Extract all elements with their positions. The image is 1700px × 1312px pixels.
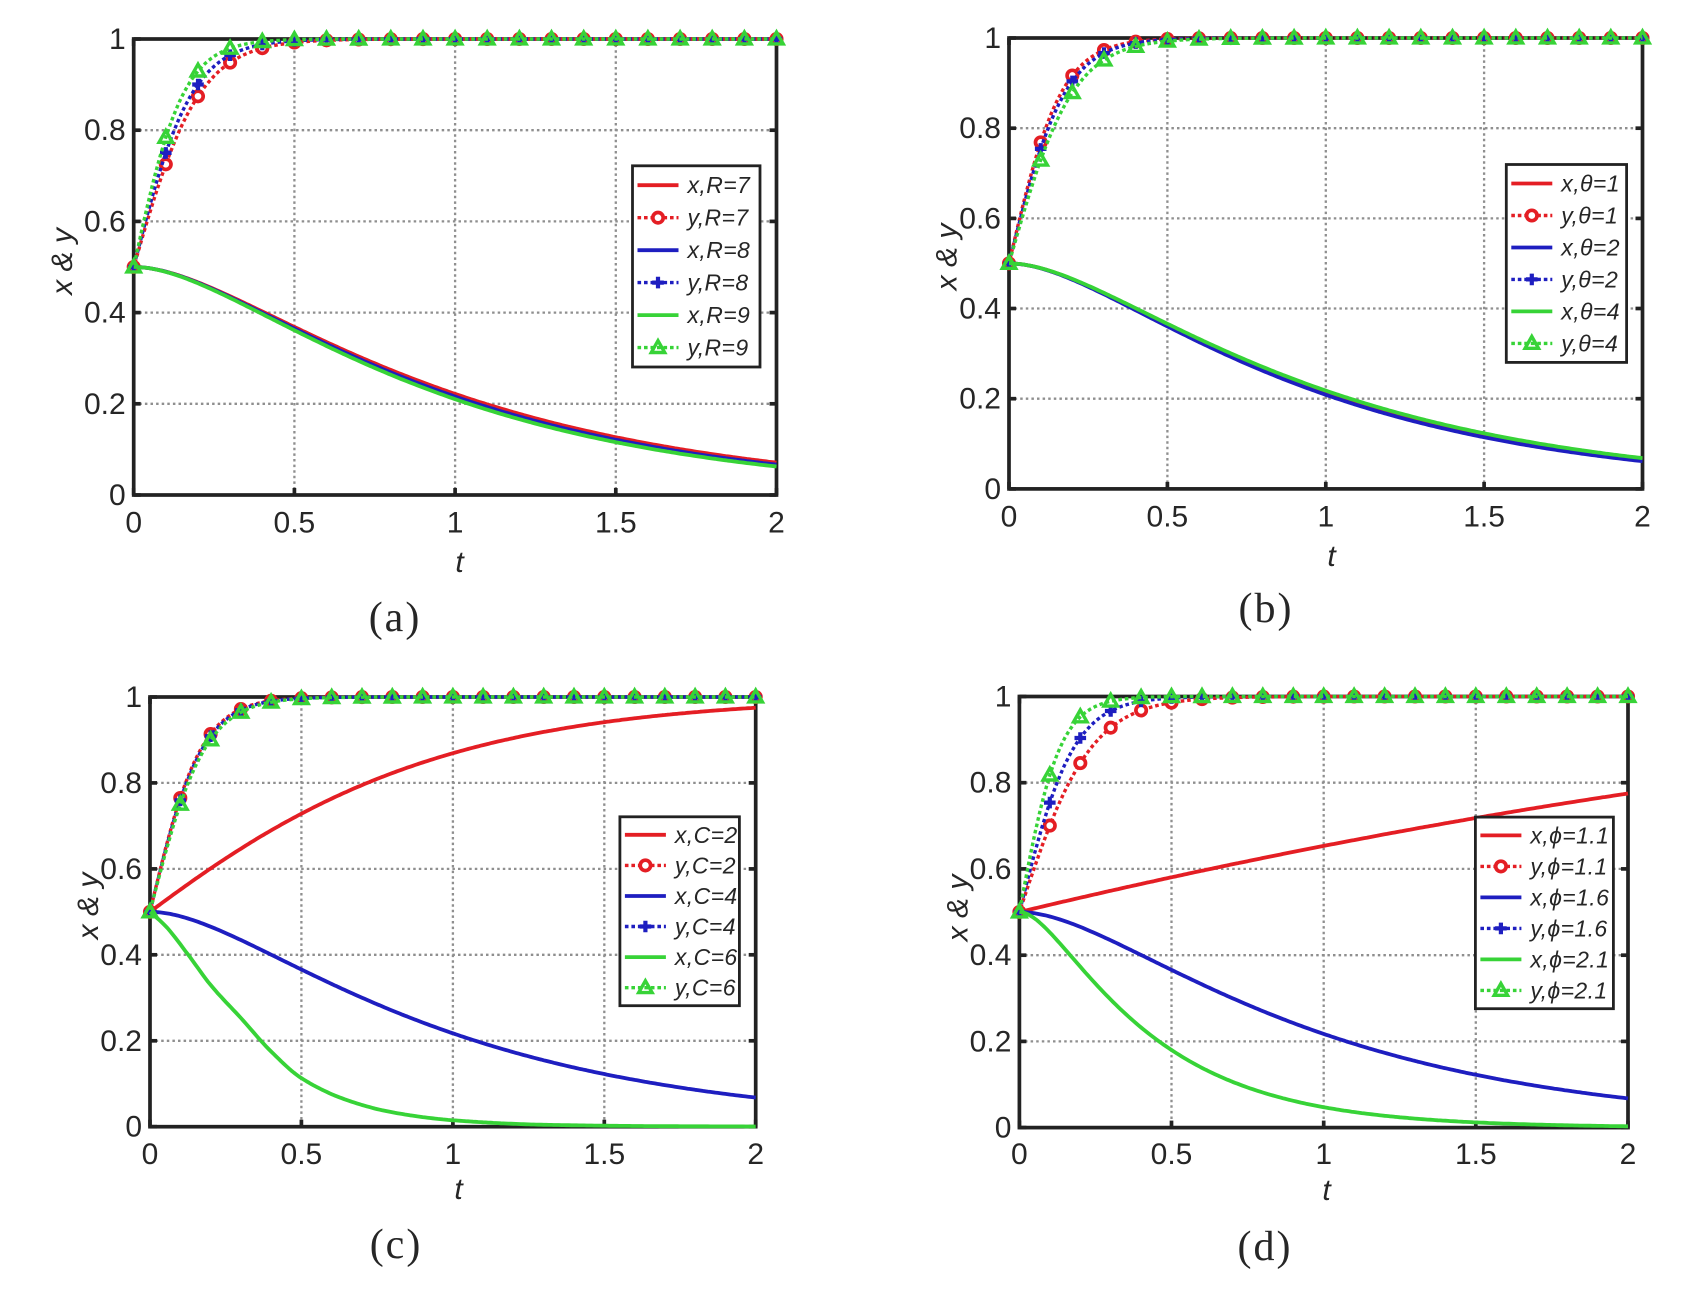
- svg-text:y,θ=1: y,θ=1: [1559, 203, 1618, 229]
- svg-text:y,θ=2: y,θ=2: [1559, 266, 1618, 292]
- svg-text:x,θ=2: x,θ=2: [1560, 235, 1620, 261]
- svg-text:0.4: 0.4: [100, 939, 142, 972]
- svg-text:x,ϕ=2.1: x,ϕ=2.1: [1529, 946, 1609, 972]
- svg-text:0.8: 0.8: [84, 114, 126, 147]
- svg-text:2: 2: [1634, 500, 1651, 533]
- svg-text:t: t: [454, 1173, 464, 1206]
- svg-text:(b): (b): [1239, 586, 1294, 632]
- svg-text:2: 2: [747, 1138, 764, 1171]
- svg-text:1: 1: [109, 23, 126, 56]
- svg-text:1: 1: [445, 1138, 462, 1171]
- svg-text:0.8: 0.8: [970, 767, 1012, 800]
- svg-text:x,R=9: x,R=9: [687, 302, 751, 328]
- svg-text:y,C=2: y,C=2: [673, 852, 736, 878]
- svg-text:(c): (c): [370, 1222, 423, 1268]
- svg-text:1: 1: [995, 681, 1012, 714]
- svg-text:1: 1: [125, 681, 142, 714]
- svg-text:t: t: [455, 546, 465, 579]
- svg-text:y,R=9: y,R=9: [686, 335, 749, 361]
- svg-text:y,θ=4: y,θ=4: [1559, 330, 1618, 356]
- svg-text:0.4: 0.4: [84, 297, 126, 330]
- svg-text:x,C=2: x,C=2: [674, 822, 738, 848]
- svg-text:(a): (a): [369, 595, 422, 641]
- svg-text:x,C=4: x,C=4: [674, 883, 738, 909]
- svg-text:y,ϕ=1.6: y,ϕ=1.6: [1528, 915, 1607, 941]
- svg-text:y,ϕ=2.1: y,ϕ=2.1: [1528, 977, 1607, 1003]
- svg-text:0.5: 0.5: [274, 507, 316, 540]
- svg-text:y,R=7: y,R=7: [686, 205, 750, 231]
- svg-text:x,θ=4: x,θ=4: [1560, 298, 1620, 324]
- svg-text:1: 1: [984, 22, 1001, 55]
- svg-text:0.8: 0.8: [959, 112, 1001, 145]
- svg-text:x,ϕ=1.1: x,ϕ=1.1: [1529, 822, 1609, 848]
- svg-text:0.5: 0.5: [281, 1138, 323, 1171]
- svg-text:2: 2: [768, 507, 785, 540]
- svg-text:0.2: 0.2: [970, 1025, 1012, 1058]
- svg-text:x & y: x & y: [942, 873, 975, 944]
- svg-text:x,ϕ=1.6: x,ϕ=1.6: [1529, 884, 1609, 910]
- svg-text:x & y: x & y: [931, 222, 964, 293]
- svg-text:1.5: 1.5: [595, 507, 637, 540]
- svg-text:x,C=6: x,C=6: [674, 944, 738, 970]
- svg-text:x,R=8: x,R=8: [687, 237, 751, 263]
- svg-text:y,C=4: y,C=4: [673, 914, 736, 940]
- svg-text:x,R=7: x,R=7: [687, 172, 752, 198]
- svg-text:0.6: 0.6: [100, 853, 142, 886]
- svg-text:0: 0: [125, 507, 142, 540]
- svg-text:0.4: 0.4: [959, 293, 1001, 326]
- svg-text:0: 0: [1001, 500, 1018, 533]
- svg-text:0: 0: [109, 479, 126, 512]
- svg-text:0.2: 0.2: [100, 1025, 142, 1058]
- svg-text:1: 1: [1315, 1138, 1332, 1171]
- svg-text:0: 0: [142, 1138, 159, 1171]
- svg-text:0.5: 0.5: [1147, 500, 1189, 533]
- svg-text:x,θ=1: x,θ=1: [1560, 171, 1620, 197]
- svg-text:0: 0: [125, 1111, 142, 1144]
- svg-text:0: 0: [995, 1112, 1012, 1145]
- svg-text:y,ϕ=1.1: y,ϕ=1.1: [1528, 853, 1607, 879]
- svg-text:y,C=6: y,C=6: [673, 975, 736, 1001]
- svg-text:1: 1: [1317, 500, 1334, 533]
- svg-text:0.2: 0.2: [959, 383, 1001, 416]
- svg-text:(d): (d): [1238, 1224, 1293, 1270]
- svg-text:0.2: 0.2: [84, 388, 126, 421]
- svg-text:1: 1: [447, 507, 464, 540]
- svg-text:0.5: 0.5: [1151, 1138, 1193, 1171]
- svg-text:0.6: 0.6: [84, 205, 126, 238]
- svg-text:1.5: 1.5: [1463, 500, 1505, 533]
- svg-text:x & y: x & y: [46, 226, 79, 297]
- svg-text:0.6: 0.6: [970, 853, 1012, 886]
- svg-text:0.8: 0.8: [100, 767, 142, 800]
- svg-text:y,R=8: y,R=8: [686, 270, 749, 296]
- svg-text:0: 0: [984, 473, 1001, 506]
- svg-text:t: t: [1327, 540, 1337, 573]
- svg-text:t: t: [1322, 1174, 1332, 1207]
- svg-text:0.6: 0.6: [959, 202, 1001, 235]
- svg-text:2: 2: [1620, 1138, 1637, 1171]
- svg-text:0.4: 0.4: [970, 939, 1012, 972]
- svg-text:1.5: 1.5: [583, 1138, 625, 1171]
- svg-text:0: 0: [1011, 1138, 1028, 1171]
- svg-text:1.5: 1.5: [1455, 1138, 1497, 1171]
- svg-text:x & y: x & y: [72, 871, 105, 942]
